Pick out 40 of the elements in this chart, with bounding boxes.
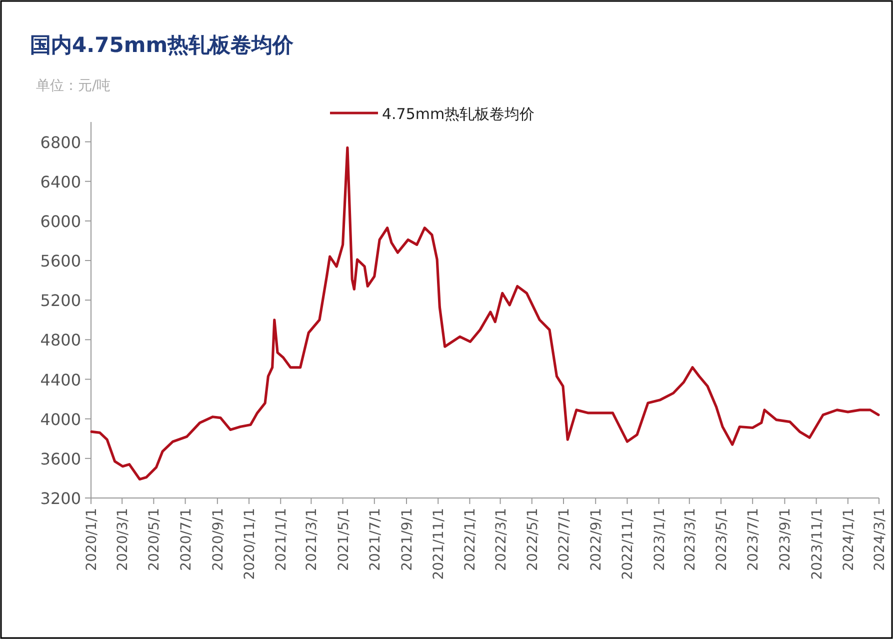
x-tick-label: 2023/5/1	[714, 508, 730, 571]
y-tick-label: 6800	[40, 132, 81, 152]
legend-label: 4.75mm热轧板卷均价	[382, 105, 535, 123]
x-tick-label: 2020/7/1	[178, 508, 194, 571]
x-tick-label: 2021/3/1	[304, 508, 320, 571]
x-tick-label: 2021/11/1	[431, 508, 448, 580]
x-tick-label: 2020/11/1	[242, 508, 258, 580]
y-tick-label: 4000	[40, 410, 81, 429]
x-tick-label: 2024/3/1	[872, 508, 888, 571]
y-tick-label: 6000	[40, 212, 81, 231]
y-tick-label: 3600	[40, 449, 81, 468]
legend: 4.75mm热轧板卷均价	[330, 105, 535, 123]
y-tick-label: 3200	[40, 489, 81, 508]
chart-subtitle: 单位：元/吨	[36, 78, 111, 94]
x-tick-label: 2022/1/1	[462, 508, 479, 571]
y-tick-label: 5600	[40, 252, 81, 271]
x-tick-label: 2021/5/1	[336, 508, 352, 571]
y-tick-label: 4800	[40, 330, 81, 350]
y-tick-label: 4400	[40, 370, 81, 390]
x-tick-label: 2021/9/1	[400, 508, 416, 571]
x-tick-label: 2021/7/1	[367, 508, 384, 571]
y-tick-label: 6400	[40, 172, 81, 192]
x-tick-label: 2020/9/1	[210, 508, 226, 571]
x-tick-label: 2022/11/1	[620, 508, 636, 580]
x-tick-label: 2024/1/1	[840, 508, 857, 571]
x-tick-label: 2023/3/1	[682, 508, 698, 571]
x-tick-label: 2023/9/1	[778, 508, 794, 571]
x-tick-label: 2020/3/1	[115, 508, 132, 571]
x-tick-label: 2022/9/1	[588, 508, 605, 571]
chart-title: 国内4.75mm热轧板卷均价	[30, 33, 295, 57]
x-tick-label: 2022/5/1	[524, 508, 541, 571]
x-tick-label: 2022/7/1	[556, 508, 572, 571]
x-tick-label: 2021/1/1	[274, 508, 290, 571]
x-tick-label: 2020/1/1	[84, 508, 100, 571]
x-tick-label: 2023/11/1	[809, 508, 826, 580]
x-tick-label: 2023/7/1	[746, 508, 762, 571]
y-tick-label: 5200	[40, 291, 81, 310]
x-tick-label: 2023/1/1	[652, 508, 668, 571]
x-tick-label: 2022/3/1	[493, 508, 510, 571]
x-tick-label: 2020/5/1	[146, 508, 163, 571]
